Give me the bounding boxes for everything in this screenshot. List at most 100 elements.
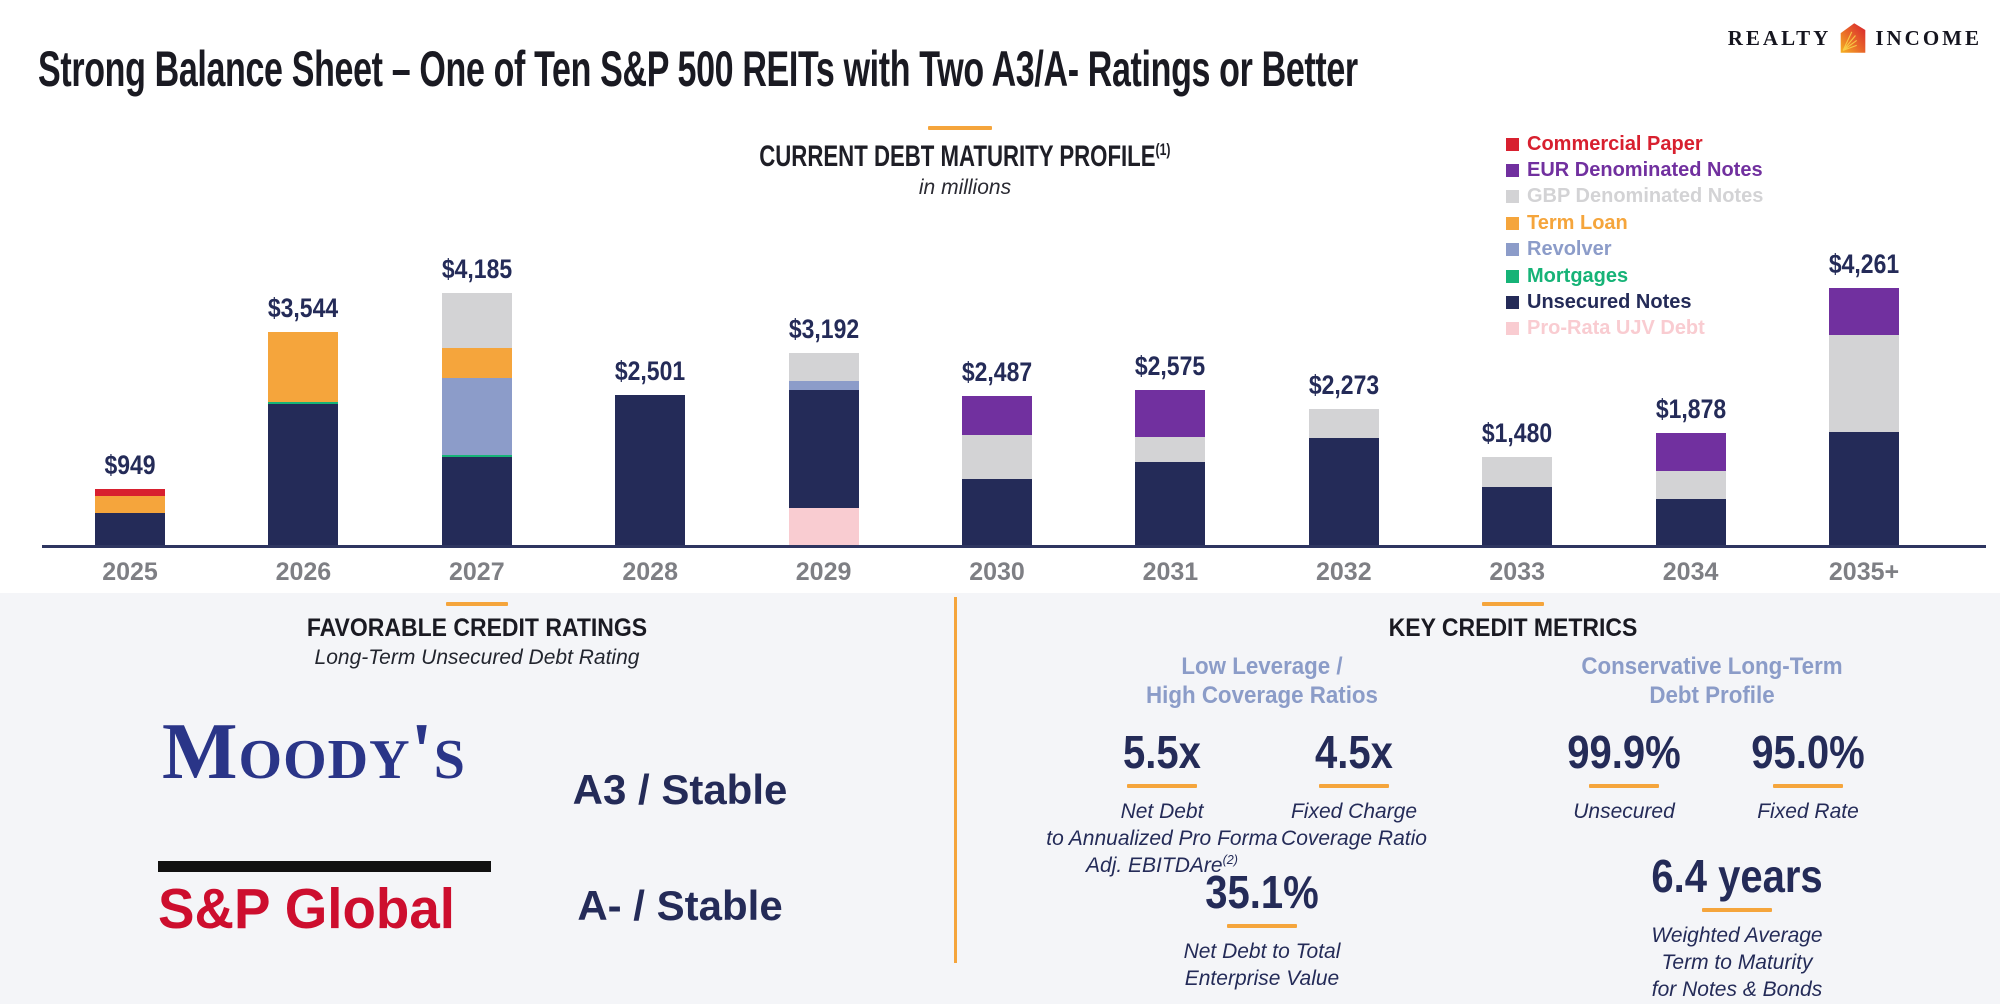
- stat-underline: [1773, 784, 1843, 789]
- stat-underline: [1589, 784, 1659, 789]
- bar-segment-pro-rata-ujv-debt: [788, 508, 859, 547]
- stat-underline: [1227, 924, 1297, 929]
- legend-item-mortgages: Mortgages: [1506, 263, 1763, 289]
- stat-underline: [1702, 908, 1772, 913]
- stat-net-debt-to-ebitda: 5.5x Net Debt to Annualized Pro Forma Ad…: [1032, 728, 1292, 879]
- stat-fixed-rate-pct: 95.0% Fixed Rate: [1708, 728, 1908, 825]
- bar-segment-term-loan: [441, 347, 512, 378]
- section-divider-line: [954, 597, 957, 963]
- legend-item-eur-denominated-notes: EUR Denominated Notes: [1506, 157, 1763, 183]
- realty-income-logo: REALTY INCOME: [1728, 22, 1982, 54]
- bar-segment-unsecured-notes: [268, 403, 339, 547]
- legend-swatch: [1506, 164, 1519, 178]
- logo-text-realty: REALTY: [1727, 25, 1832, 50]
- legend-label: Commercial Paper: [1527, 132, 1703, 155]
- legend-swatch: [1506, 190, 1519, 204]
- bar-value-label: $3,192: [788, 313, 859, 344]
- bar-segment-unsecured-notes: [1135, 461, 1206, 547]
- stat-caption: Net Debt to Total Enterprise Value: [1183, 940, 1341, 991]
- legend-item-gbp-denominated-notes: GBP Denominated Notes: [1506, 184, 1763, 210]
- stat-caption-text: Net Debt to Annualized Pro Forma Adj. EB…: [1046, 800, 1278, 878]
- legend-label: Mortgages: [1527, 264, 1629, 287]
- x-axis-label: 2025: [102, 558, 158, 586]
- bar-value-label: $3,544: [268, 292, 339, 323]
- x-axis-label: 2030: [969, 558, 1025, 586]
- stat-caption: Net Debt to Annualized Pro Forma Adj. EB…: [1032, 798, 1292, 879]
- x-axis-label: 2033: [1489, 558, 1545, 586]
- bar-segment-unsecured-notes: [1482, 486, 1553, 547]
- bar-value-label: $4,261: [1828, 248, 1900, 279]
- bar-segment-revolver: [441, 377, 512, 456]
- legend-item-commercial-paper: Commercial Paper: [1506, 131, 1763, 157]
- debt-bar-2028: [615, 394, 686, 547]
- x-axis-line: [42, 545, 1986, 548]
- bar-segment-mortgages: [268, 402, 339, 404]
- bar-segment-commercial-paper: [95, 489, 165, 496]
- legend-item-unsecured-notes: Unsecured Notes: [1506, 289, 1763, 315]
- stat-value: 6.4 years: [1651, 850, 1823, 902]
- legend-swatch: [1506, 243, 1519, 257]
- debt-bar-2033: [1482, 457, 1553, 547]
- stat-value: 35.1%: [1205, 866, 1319, 918]
- bar-value-label: $2,487: [961, 356, 1033, 387]
- debt-bar-2031: [1135, 390, 1206, 547]
- legend-label: Term Loan: [1527, 211, 1628, 234]
- stat-caption: Fixed Rate: [1757, 800, 1859, 824]
- legend-item-term-loan: Term Loan: [1506, 210, 1763, 236]
- stat-caption-footnote: (2): [1222, 853, 1238, 868]
- x-axis-label: 2031: [1142, 558, 1199, 586]
- bar-value-label: $2,273: [1308, 369, 1379, 400]
- x-axis-label: 2026: [275, 558, 332, 586]
- bar-segment-unsecured-notes: [1829, 432, 1899, 547]
- sp-rating: A- / Stable: [577, 882, 783, 929]
- bar-segment-gbp-denominated-notes: [1655, 471, 1726, 499]
- x-axis-label: 2032: [1315, 558, 1372, 586]
- stat-underline: [1319, 784, 1389, 789]
- x-axis-label: 2035+: [1828, 558, 1900, 586]
- bar-segment-gbp-denominated-notes: [1135, 436, 1206, 462]
- stat-net-debt-to-ev: 35.1% Net Debt to Total Enterprise Value: [1142, 868, 1382, 992]
- x-axis-label: 2028: [622, 558, 678, 586]
- debt-bar-2032: [1308, 408, 1379, 547]
- legend-swatch: [1506, 137, 1519, 151]
- legend-label: Pro-Rata UJV Debt: [1527, 317, 1705, 340]
- stat-weighted-avg-term: 6.4 years Weighted Average Term to Matur…: [1607, 852, 1867, 1003]
- legend-swatch: [1506, 216, 1519, 230]
- bar-segment-eur-denominated-notes: [1135, 390, 1206, 437]
- logo-text-income: INCOME: [1875, 25, 1982, 50]
- bar-segment-gbp-denominated-notes: [441, 292, 512, 348]
- chart-title-footnote: (1): [1155, 141, 1171, 159]
- legend-item-revolver: Revolver: [1506, 237, 1763, 263]
- stat-unsecured-pct: 99.9% Unsecured: [1524, 728, 1724, 825]
- metrics-group-title-leverage: Low Leverage / High Coverage Ratios: [1146, 653, 1378, 709]
- ratings-heading: FAVORABLE CREDIT RATINGS: [306, 614, 648, 642]
- bar-segment-gbp-denominated-notes: [788, 352, 859, 382]
- bar-value-label: $1,480: [1482, 418, 1553, 449]
- bar-segment-term-loan: [268, 331, 339, 403]
- chart-title-text: CURRENT DEBT MATURITY PROFILE: [759, 140, 1156, 173]
- legend-label: EUR Denominated Notes: [1527, 159, 1763, 182]
- debt-bar-2026: [268, 331, 339, 547]
- slide-title: Strong Balance Sheet – One of Ten S&P 50…: [38, 41, 1358, 97]
- bar-segment-unsecured-notes: [962, 478, 1032, 547]
- stat-value: 5.5x: [1123, 726, 1201, 778]
- debt-bar-2035+: [1829, 287, 1899, 547]
- metrics-group-title-debt-profile: Conservative Long-Term Debt Profile: [1581, 653, 1843, 709]
- bar-segment-mortgages: [441, 455, 512, 458]
- bar-segment-unsecured-notes: [1308, 437, 1379, 547]
- chart-title-accent-line: [928, 126, 992, 130]
- legend-label: GBP Denominated Notes: [1527, 185, 1764, 208]
- bar-segment-revolver: [788, 381, 859, 390]
- legend-swatch: [1506, 269, 1519, 283]
- bar-value-label: $2,501: [615, 355, 686, 386]
- bar-segment-unsecured-notes: [615, 394, 686, 547]
- bar-segment-gbp-denominated-notes: [1482, 457, 1553, 487]
- legend-label: Revolver: [1527, 238, 1612, 261]
- ratings-accent-line: [446, 602, 508, 606]
- bar-segment-gbp-denominated-notes: [962, 435, 1032, 479]
- bar-segment-unsecured-notes: [441, 457, 512, 547]
- bar-value-label: $1,878: [1655, 393, 1726, 424]
- bar-segment-gbp-denominated-notes: [1829, 334, 1899, 433]
- legend-swatch: [1506, 322, 1519, 336]
